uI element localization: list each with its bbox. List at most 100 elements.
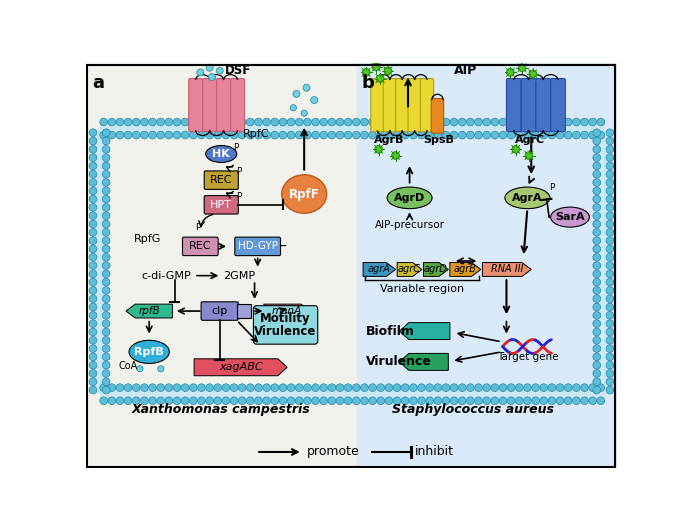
Circle shape <box>606 137 614 145</box>
Text: AgrC: AgrC <box>514 135 545 145</box>
Circle shape <box>564 132 572 139</box>
Polygon shape <box>482 262 532 276</box>
Circle shape <box>606 361 614 369</box>
Circle shape <box>303 118 311 126</box>
Circle shape <box>303 84 310 91</box>
Bar <box>99 386 605 403</box>
Text: inhibit: inhibit <box>415 446 454 459</box>
Circle shape <box>540 118 547 126</box>
Circle shape <box>301 110 308 116</box>
Circle shape <box>263 397 271 404</box>
Circle shape <box>593 254 601 261</box>
Text: AIP-precursor: AIP-precursor <box>375 220 445 230</box>
Circle shape <box>230 384 238 391</box>
Circle shape <box>515 384 523 391</box>
Circle shape <box>418 397 425 404</box>
Circle shape <box>593 328 601 336</box>
Circle shape <box>89 220 97 228</box>
Circle shape <box>89 179 97 186</box>
Circle shape <box>523 132 532 139</box>
Circle shape <box>556 132 564 139</box>
Circle shape <box>593 245 601 253</box>
Polygon shape <box>397 262 422 276</box>
Circle shape <box>466 132 474 139</box>
Circle shape <box>108 118 116 126</box>
Circle shape <box>606 370 614 377</box>
Text: agrD: agrD <box>424 265 448 275</box>
Circle shape <box>271 132 279 139</box>
Circle shape <box>287 132 295 139</box>
Circle shape <box>593 162 601 170</box>
Circle shape <box>336 118 344 126</box>
Circle shape <box>593 353 601 361</box>
Circle shape <box>89 146 97 153</box>
Text: xagABC: xagABC <box>219 362 262 372</box>
Circle shape <box>606 220 614 228</box>
FancyBboxPatch shape <box>204 196 238 214</box>
Circle shape <box>137 366 143 372</box>
Circle shape <box>491 397 499 404</box>
Circle shape <box>190 397 197 404</box>
Circle shape <box>197 397 205 404</box>
Circle shape <box>255 132 262 139</box>
Circle shape <box>606 328 614 336</box>
Circle shape <box>377 132 384 139</box>
Text: RpfB: RpfB <box>134 347 164 357</box>
Circle shape <box>450 132 458 139</box>
Circle shape <box>89 170 97 178</box>
Text: DSF: DSF <box>225 64 251 77</box>
Circle shape <box>593 137 601 145</box>
Circle shape <box>352 118 360 126</box>
Circle shape <box>89 270 97 278</box>
Circle shape <box>102 137 110 145</box>
Circle shape <box>593 129 601 137</box>
Circle shape <box>508 397 515 404</box>
Circle shape <box>593 187 601 195</box>
Circle shape <box>173 118 181 126</box>
Circle shape <box>515 118 523 126</box>
Text: agrA: agrA <box>368 265 390 275</box>
FancyBboxPatch shape <box>216 78 231 132</box>
Circle shape <box>352 132 360 139</box>
Circle shape <box>458 397 466 404</box>
Polygon shape <box>264 304 310 318</box>
Circle shape <box>573 384 580 391</box>
Circle shape <box>458 118 466 126</box>
Bar <box>595 128 612 394</box>
Text: CoA: CoA <box>119 361 138 371</box>
Circle shape <box>345 384 352 391</box>
Circle shape <box>523 118 532 126</box>
FancyBboxPatch shape <box>383 78 397 132</box>
Circle shape <box>483 132 490 139</box>
Circle shape <box>247 384 254 391</box>
FancyBboxPatch shape <box>396 78 409 132</box>
FancyBboxPatch shape <box>235 237 281 256</box>
Bar <box>237 304 251 318</box>
Circle shape <box>255 118 262 126</box>
Circle shape <box>593 378 601 386</box>
Text: Variable region: Variable region <box>380 285 464 295</box>
Circle shape <box>573 118 580 126</box>
Circle shape <box>593 370 601 377</box>
Circle shape <box>102 195 110 203</box>
Circle shape <box>102 245 110 253</box>
FancyBboxPatch shape <box>536 78 551 132</box>
FancyBboxPatch shape <box>188 78 203 132</box>
Circle shape <box>295 397 303 404</box>
Circle shape <box>165 397 173 404</box>
Circle shape <box>548 397 556 404</box>
Circle shape <box>238 132 246 139</box>
Circle shape <box>593 345 601 352</box>
Circle shape <box>606 245 614 253</box>
Circle shape <box>593 270 601 278</box>
Circle shape <box>373 63 380 71</box>
Circle shape <box>102 270 110 278</box>
Polygon shape <box>450 262 481 276</box>
Bar <box>86 63 357 468</box>
Circle shape <box>483 384 490 391</box>
Text: HPT: HPT <box>210 200 232 210</box>
Circle shape <box>102 187 110 195</box>
Circle shape <box>89 287 97 295</box>
Circle shape <box>336 397 344 404</box>
Circle shape <box>491 132 499 139</box>
